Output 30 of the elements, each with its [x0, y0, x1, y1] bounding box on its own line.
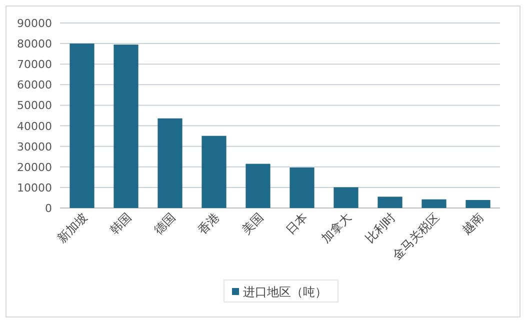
y-tick-label: 70000 [17, 58, 52, 72]
bar [422, 199, 446, 208]
bar [290, 168, 314, 208]
y-tick-label: 60000 [17, 78, 52, 92]
x-tick-label: 越南 [459, 210, 486, 238]
x-tick-label: 韩国 [107, 210, 134, 238]
y-tick-label: 30000 [17, 140, 52, 154]
bar [246, 164, 270, 208]
legend-label: 进口地区（吨） [243, 285, 327, 299]
x-tick-label: 香港 [195, 210, 222, 238]
y-tick-label: 80000 [17, 38, 52, 51]
bar [202, 136, 226, 208]
y-tick-label: 40000 [17, 120, 52, 133]
bar [378, 196, 402, 208]
x-tick-label: 德国 [151, 210, 178, 238]
y-tick-label: 10000 [17, 181, 52, 194]
bar [158, 118, 182, 208]
bar [114, 44, 138, 208]
bar [70, 44, 94, 208]
x-tick-label: 日本 [283, 210, 310, 238]
x-tick-label: 比利时 [362, 210, 398, 246]
y-tick-label: 20000 [17, 160, 52, 174]
bar [334, 187, 358, 208]
y-tick-label: 0 [45, 202, 52, 215]
y-tick-label: 50000 [17, 99, 52, 112]
bar [466, 200, 490, 208]
x-tick-label: 加拿大 [318, 210, 354, 246]
x-tick-label: 新加坡 [54, 210, 90, 246]
y-tick-label: 90000 [17, 17, 52, 30]
x-tick-label: 美国 [239, 210, 266, 238]
